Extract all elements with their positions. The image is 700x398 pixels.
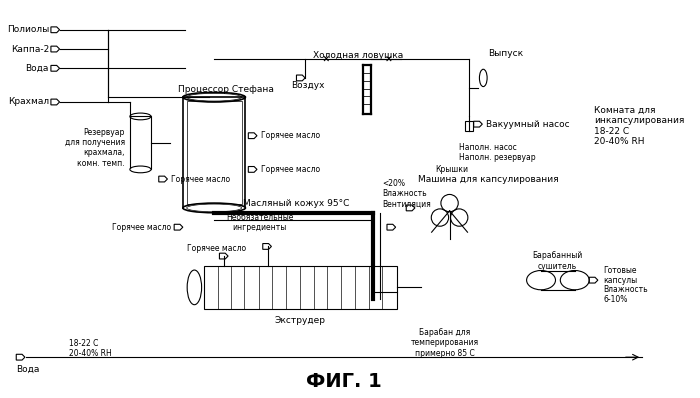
Bar bbox=[183, 97, 246, 208]
Bar bbox=[465, 121, 472, 131]
Bar bbox=[130, 117, 151, 170]
Text: Наполн. насос: Наполн. насос bbox=[459, 143, 517, 152]
Text: Крышки: Крышки bbox=[435, 165, 468, 174]
Text: Горячее масло: Горячее масло bbox=[112, 223, 172, 232]
Text: Воздух: Воздух bbox=[291, 81, 325, 90]
Text: ФИГ. 1: ФИГ. 1 bbox=[306, 372, 382, 391]
Text: Комната для
инкапсулирования
18-22 С
20-40% RH: Комната для инкапсулирования 18-22 С 20-… bbox=[594, 106, 685, 146]
Bar bbox=[187, 101, 241, 204]
Text: Влажность
6-10%: Влажность 6-10% bbox=[603, 285, 648, 304]
Text: Необязательные
ингредиенты: Необязательные ингредиенты bbox=[226, 213, 293, 232]
Text: Наполн. резервуар: Наполн. резервуар bbox=[459, 153, 536, 162]
Text: Барабан для
темперирования
примерно 85 С: Барабан для темперирования примерно 85 С bbox=[411, 328, 479, 358]
Text: Горячее масло: Горячее масло bbox=[261, 165, 320, 174]
Text: Каппа-2: Каппа-2 bbox=[10, 45, 49, 54]
Text: Полиолы: Полиолы bbox=[7, 25, 49, 34]
Text: Горячее масло: Горячее масло bbox=[187, 244, 246, 253]
Text: Барабанный
сушитель: Барабанный сушитель bbox=[532, 251, 582, 271]
Text: Экструдер: Экструдер bbox=[275, 316, 326, 325]
Text: Горячее масло: Горячее масло bbox=[261, 131, 320, 140]
Text: Масляный кожух 95°С: Масляный кожух 95°С bbox=[242, 199, 349, 208]
Text: Готовые
капсулы: Готовые капсулы bbox=[603, 265, 638, 285]
Bar bbox=[204, 266, 397, 309]
Text: Вакуумный насос: Вакуумный насос bbox=[486, 120, 570, 129]
Text: Процессор Стефана: Процессор Стефана bbox=[178, 85, 274, 94]
Text: Вода: Вода bbox=[16, 365, 40, 374]
Ellipse shape bbox=[183, 203, 246, 213]
Text: Крахмал: Крахмал bbox=[8, 98, 49, 107]
Text: 18-22 С
20-40% RH: 18-22 С 20-40% RH bbox=[69, 339, 112, 358]
Text: <20%
Влажность
Вентиляция: <20% Влажность Вентиляция bbox=[382, 179, 431, 209]
Text: Холодная ловушка: Холодная ловушка bbox=[313, 51, 403, 60]
Ellipse shape bbox=[187, 204, 241, 212]
Text: Машина для капсулирования: Машина для капсулирования bbox=[418, 175, 559, 183]
Text: Выпуск: Выпуск bbox=[488, 49, 523, 59]
Ellipse shape bbox=[130, 166, 151, 173]
Text: Резервуар
для получения
крахмала,
комн. темп.: Резервуар для получения крахмала, комн. … bbox=[65, 128, 125, 168]
Text: Вода: Вода bbox=[26, 64, 49, 73]
Text: Горячее масло: Горячее масло bbox=[172, 175, 230, 183]
